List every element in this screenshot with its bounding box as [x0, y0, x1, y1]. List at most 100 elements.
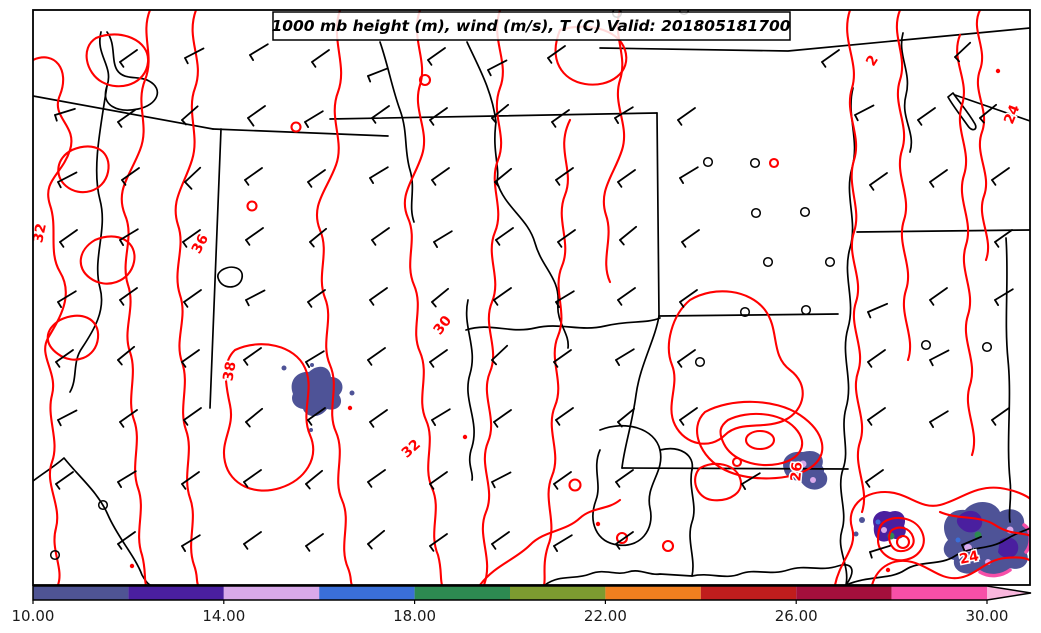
temp-contour-path — [403, 10, 444, 585]
wind-barb — [427, 47, 446, 66]
colorbar-segment — [414, 586, 510, 600]
colorbar-tick-label: 22.00 — [584, 607, 627, 625]
wind-barb — [307, 289, 326, 308]
wind-barb — [369, 166, 389, 184]
wind-barb — [869, 172, 888, 191]
wind-barb — [994, 288, 1014, 306]
wind-barb-tick — [553, 545, 559, 552]
wind-barb-tick — [551, 121, 557, 128]
wind-barb-staff — [57, 171, 78, 183]
temp-contour-path — [876, 516, 925, 562]
wind-barb-staff — [491, 103, 510, 119]
wind-barb-tick — [617, 299, 623, 306]
wind-barb-tick — [369, 421, 375, 428]
wind-barb-tick — [247, 117, 255, 127]
wind-barb-staff — [867, 407, 886, 421]
wind-barb-staff — [369, 166, 389, 179]
calm-wind-icon — [824, 256, 836, 268]
height-contour-path — [947, 92, 977, 131]
colorbar-segment — [796, 586, 892, 600]
colorbar-tick-label: 18.00 — [393, 607, 436, 625]
wind-barb-tick — [854, 114, 859, 122]
temp-contour-path — [222, 343, 315, 492]
wind-barb-tick — [305, 483, 311, 490]
wind-barb-tick — [617, 181, 623, 188]
wind-barb — [555, 290, 575, 308]
wind-barb-tick — [367, 543, 373, 550]
height-contour-path — [466, 41, 569, 349]
wind-barb-staff — [491, 344, 509, 361]
filled-field-dot — [859, 517, 865, 523]
wind-barb-tick — [994, 299, 1000, 306]
wind-barb-tick — [57, 301, 63, 308]
temp-contour-dot — [347, 405, 353, 411]
wind-barb — [371, 105, 390, 124]
wind-barb-tick — [182, 241, 188, 248]
wind-barb-staff — [367, 347, 386, 361]
calm-wind-icon — [981, 341, 993, 353]
temp-contour-ring — [568, 478, 582, 492]
wind-barb-staff — [491, 471, 512, 483]
wind-barb — [493, 409, 512, 428]
wind-barb — [243, 531, 262, 550]
filled-field-dot — [881, 527, 887, 533]
calm-wind-icon — [920, 339, 932, 351]
wind-barb-staff — [994, 229, 1013, 243]
wind-barb-tick — [183, 419, 189, 426]
wind-barb-staff — [183, 407, 202, 421]
wind-barb-staff — [119, 49, 138, 63]
temp-contour-dot — [595, 521, 601, 527]
wind-barb — [867, 407, 886, 426]
colorbar-segment — [891, 586, 987, 600]
wind-barb — [929, 349, 950, 367]
wind-barb-tick — [367, 75, 372, 83]
wind-barb-tick — [307, 419, 313, 426]
wind-barb-tick — [243, 481, 249, 488]
wind-barb-staff — [429, 107, 448, 121]
wind-barb-staff — [119, 228, 139, 241]
wind-barb-tick — [954, 56, 961, 63]
wind-barb — [55, 349, 74, 368]
wind-barb-tick — [184, 181, 193, 190]
temp-contour-path — [846, 10, 866, 514]
wind-barb — [429, 107, 448, 126]
wind-barb-tick — [119, 299, 125, 306]
wind-barb-staff — [247, 105, 266, 119]
wind-barb-staff — [245, 407, 264, 423]
wind-barb — [181, 471, 200, 490]
temp-contour-ring — [418, 73, 432, 87]
wind-barb-staff — [309, 227, 328, 243]
wind-barb — [615, 469, 634, 488]
wind-barb-tick — [679, 177, 685, 184]
title-box-background — [272, 11, 791, 41]
temp-contour-path — [46, 314, 100, 361]
calm-wind-icon — [49, 549, 61, 561]
wind-barb — [119, 49, 138, 68]
wind-barb-staff — [245, 227, 264, 241]
wind-barb-staff — [493, 409, 512, 423]
wind-barb-staff — [555, 290, 575, 303]
wind-barb-tick — [553, 483, 559, 490]
wind-barb — [491, 103, 510, 124]
wind-barb — [181, 105, 199, 126]
wind-barb — [553, 471, 572, 490]
wind-barb-staff — [553, 534, 573, 547]
wind-barb-staff — [243, 531, 262, 545]
wind-barb-staff — [929, 410, 949, 423]
temp-contour-ring — [290, 121, 302, 133]
temp-contour-path — [315, 10, 354, 585]
colorbar-tick-labels: 10.00 14.00 18.00 22.00 26.00 30.00 — [12, 607, 1009, 625]
height-contour-path — [216, 266, 243, 288]
wind-barb — [367, 529, 386, 550]
temp-contour-label: 38 — [220, 360, 239, 382]
wind-barb — [183, 407, 202, 426]
wind-barb-tick — [431, 419, 437, 426]
wind-barb-tick — [119, 239, 125, 246]
wind-barb — [491, 471, 512, 489]
wind-barb-tick — [55, 483, 61, 490]
wind-barb-staff — [117, 345, 136, 361]
colorbar-segment — [319, 586, 415, 600]
temp-contour-path — [938, 510, 1030, 537]
wind-barb-tick — [547, 57, 553, 64]
wind-barb-tick — [495, 239, 501, 246]
